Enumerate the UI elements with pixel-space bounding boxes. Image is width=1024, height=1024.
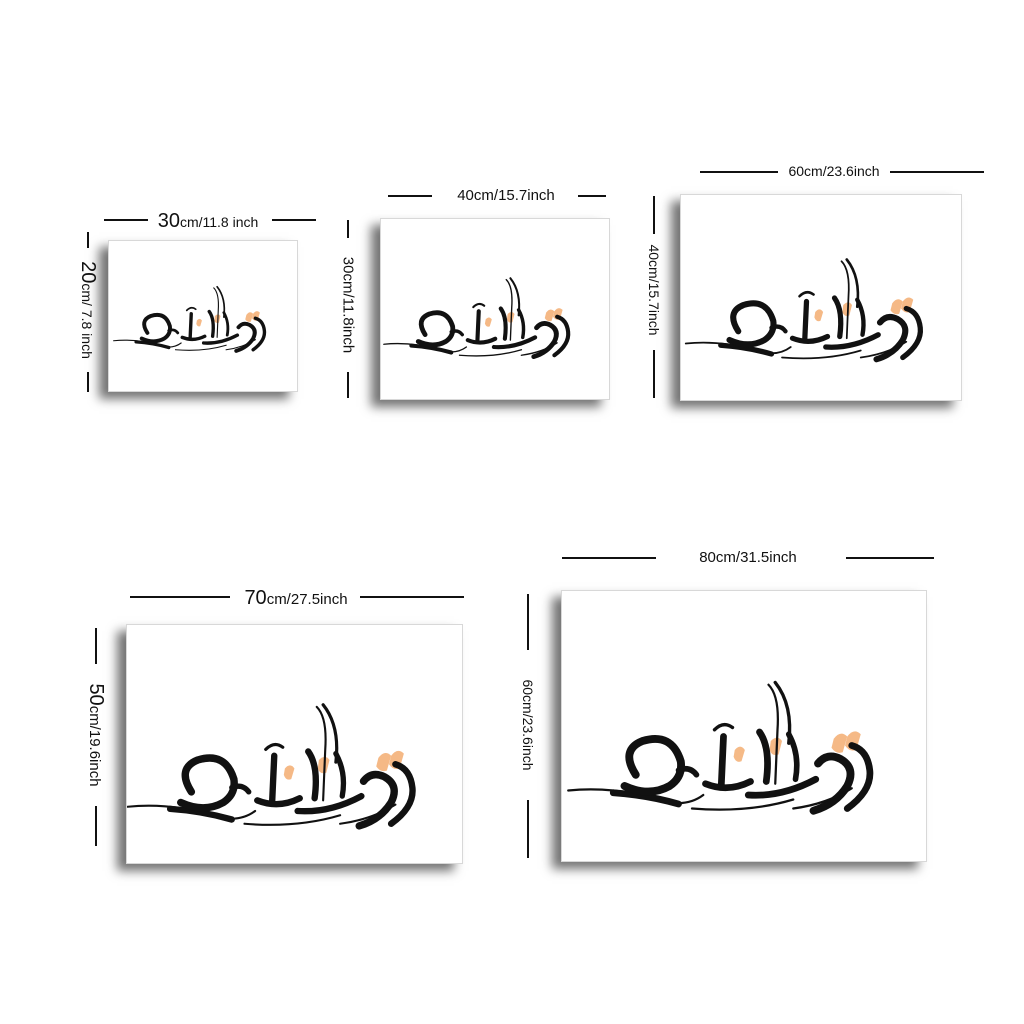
artwork-panel-80x60: [561, 590, 927, 862]
width-dimension-line: [360, 596, 464, 598]
height-dimension-line: [95, 628, 97, 664]
height-label: 50cm/19.6inch: [85, 683, 107, 787]
artwork-panel-30x20: [108, 240, 298, 392]
artwork-panel-70x50: [126, 624, 463, 864]
height-dimension-line: [653, 350, 655, 398]
height-dimension-line: [527, 800, 529, 858]
height-dimension-line: [95, 806, 97, 846]
calligraphy-artwork: [681, 195, 961, 400]
height-dimension-line: [87, 372, 89, 392]
height-label: 40cm/15.7inch: [646, 244, 662, 336]
artwork-panel-40x30: [380, 218, 610, 400]
calligraphy-artwork: [113, 284, 267, 353]
width-dimension-line: [890, 171, 984, 173]
width-dimension-line: [272, 219, 316, 221]
calligraphy-artwork: [562, 591, 926, 861]
width-dimension-line: [846, 557, 934, 559]
width-dimension-line: [562, 557, 656, 559]
width-label: 60cm/23.6inch: [788, 163, 880, 179]
artwork-panel-60x40: [680, 194, 962, 401]
height-dimension-line: [87, 232, 89, 248]
height-dimension-line: [527, 594, 529, 650]
height-dimension-line: [653, 196, 655, 234]
calligraphy-artwork: [381, 219, 609, 399]
calligraphy-artwork: [127, 625, 462, 863]
width-dimension-line: [388, 195, 432, 197]
height-label: 60cm/23.6inch: [520, 679, 536, 771]
width-label: 30cm/11.8 inch: [157, 210, 259, 232]
width-dimension-line: [578, 195, 606, 197]
height-dimension-line: [347, 372, 349, 398]
width-dimension-line: [104, 219, 148, 221]
width-dimension-line: [130, 596, 230, 598]
width-dimension-line: [700, 171, 778, 173]
width-label: 40cm/15.7inch: [457, 187, 555, 204]
height-dimension-line: [347, 220, 349, 238]
height-label: 20cm/ 7.8 inch: [77, 261, 99, 359]
width-label: 70cm/27.5inch: [244, 587, 348, 609]
height-label: 30cm/11.8inch: [339, 256, 357, 354]
width-label: 80cm/31.5inch: [699, 549, 797, 566]
